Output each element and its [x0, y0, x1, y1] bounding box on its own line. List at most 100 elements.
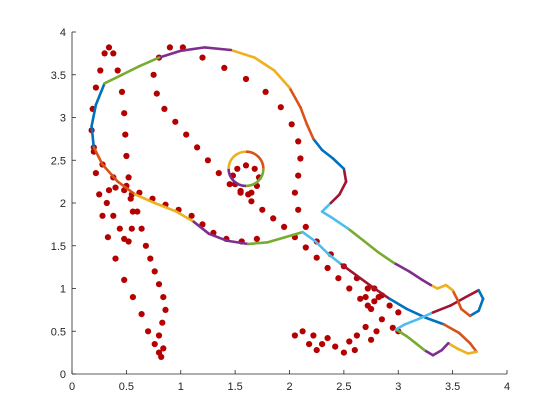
series-1-segment-59 [320, 201, 333, 213]
series-0-point-112 [237, 187, 244, 195]
series-0-point-94 [262, 88, 269, 95]
plot-marks [88, 44, 485, 360]
y-tick-label-6: 3 [60, 113, 66, 125]
series-0-point-90 [179, 44, 186, 51]
series-1-segment-54 [377, 251, 396, 265]
series-0-point-66 [153, 90, 160, 97]
series-0-point-127 [340, 349, 347, 356]
series-2-arc-2 [227, 168, 247, 188]
series-1-segment-17 [327, 253, 344, 266]
series-1-segment-8 [175, 210, 196, 224]
series-1-segment-71 [229, 48, 256, 59]
series-0-point-91 [199, 54, 206, 61]
series-1-segment-48 [444, 283, 454, 292]
series-0-point-69 [183, 131, 190, 138]
series-0-point-28 [96, 191, 103, 198]
x-tick-label-6: 3 [395, 381, 401, 393]
y-tick-label-7: 3.5 [51, 70, 66, 82]
series-1-segment-35 [394, 328, 409, 338]
series-0-point-72 [215, 170, 222, 177]
series-1-segment-19 [355, 274, 374, 289]
series-0-point-99 [295, 172, 302, 179]
series-0-point-82 [324, 264, 331, 272]
series-0-point-134 [299, 328, 306, 335]
series-0-point-27 [92, 170, 99, 177]
series-0-point-100 [291, 189, 298, 196]
series-1-segment-12 [246, 241, 270, 246]
series-0-point-5 [160, 294, 167, 301]
series-0-point-32 [121, 276, 128, 283]
series-0-point-43 [112, 184, 119, 191]
series-0-point-19 [110, 50, 117, 57]
series-0-point-131 [313, 347, 320, 354]
series-1-segment-11 [225, 239, 250, 246]
series-0-point-124 [353, 332, 360, 339]
series-0-point-80 [302, 244, 309, 251]
series-0-point-93 [242, 75, 250, 83]
series-1-segment-32 [423, 348, 435, 357]
series-1-segment-60 [329, 193, 341, 205]
series-0-point-31 [112, 255, 119, 262]
series-0-point-40 [129, 208, 136, 215]
series-0-point-2 [155, 332, 163, 339]
x-tick-label-7: 3.5 [445, 381, 460, 393]
series-1-segment-29 [446, 341, 459, 350]
series-1-segment-26 [468, 341, 478, 354]
series-0-point-122 [373, 328, 380, 335]
series-0-point-98 [297, 155, 304, 162]
series-0-point-63 [166, 44, 173, 51]
series-1-segment-73 [179, 46, 206, 53]
y-tick-label-4: 2 [60, 198, 66, 210]
series-1-segment-23 [424, 316, 446, 326]
series-0-point-73 [226, 181, 233, 188]
series-1-segment-70 [253, 56, 276, 72]
series-1-segment-69 [272, 69, 291, 89]
series-1-segment-4 [101, 163, 119, 183]
series-1-segment-39 [431, 304, 452, 314]
series-0-point-78 [281, 223, 288, 230]
series-1-segment-3 [92, 146, 104, 166]
series-0-point-14 [123, 152, 130, 160]
series-1-segment-13 [266, 235, 287, 244]
series-1-segment-53 [392, 261, 411, 273]
series-0-point-115 [234, 165, 241, 172]
series-1-segment-30 [440, 341, 450, 352]
series-1-segment-33 [414, 341, 426, 352]
axes: 0 0.5 1 1.5 2 2.5 3 3.5 4 0 0.5 1 1.5 2 2.5 3 3.5 4 [51, 27, 510, 393]
series-1-segment-6 [133, 193, 156, 205]
series-0-point-130 [319, 341, 326, 348]
series-0-point-67 [161, 105, 168, 112]
y-tick-label-0: 0 [60, 369, 66, 381]
series-0-point-45 [103, 199, 110, 207]
series-1-segment-20 [370, 285, 391, 301]
series-0-point-120 [248, 189, 255, 196]
series-0-point-9 [142, 242, 149, 249]
series-0-point-65 [150, 71, 157, 78]
series-1-segment-52 [407, 270, 424, 282]
series-1-segment-0 [94, 82, 106, 106]
series-1-segment-76 [120, 64, 141, 77]
series-0-point-140 [364, 302, 371, 309]
series-1-segment-1 [90, 103, 98, 128]
series-0-point-125 [346, 338, 353, 345]
series-1-segment-55 [362, 239, 381, 254]
series-0-point-129 [324, 335, 331, 342]
series-1-segment-63 [331, 157, 346, 171]
series-0-point-109 [386, 302, 393, 309]
series-0-point-110 [395, 309, 402, 316]
series-0-point-23 [92, 84, 99, 91]
series-0-point-87 [378, 316, 385, 323]
series-0-point-133 [310, 332, 317, 339]
series-0-point-76 [259, 206, 266, 213]
series-1-segment-36 [394, 323, 407, 331]
series-0-point-37 [155, 349, 163, 356]
x-tick-label-1: 0.5 [119, 381, 134, 393]
y-tick-label-3: 1.5 [51, 241, 66, 253]
series-0-point-1 [160, 345, 167, 352]
series-1-segment-27 [466, 350, 478, 355]
series-0-point-84 [346, 285, 353, 292]
series-1-segment-51 [420, 278, 433, 287]
series-1-segment-7 [153, 201, 178, 213]
series-1-segment-38 [416, 311, 435, 321]
